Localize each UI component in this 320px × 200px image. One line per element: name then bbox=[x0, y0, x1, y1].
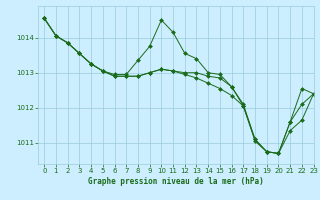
X-axis label: Graphe pression niveau de la mer (hPa): Graphe pression niveau de la mer (hPa) bbox=[88, 177, 264, 186]
